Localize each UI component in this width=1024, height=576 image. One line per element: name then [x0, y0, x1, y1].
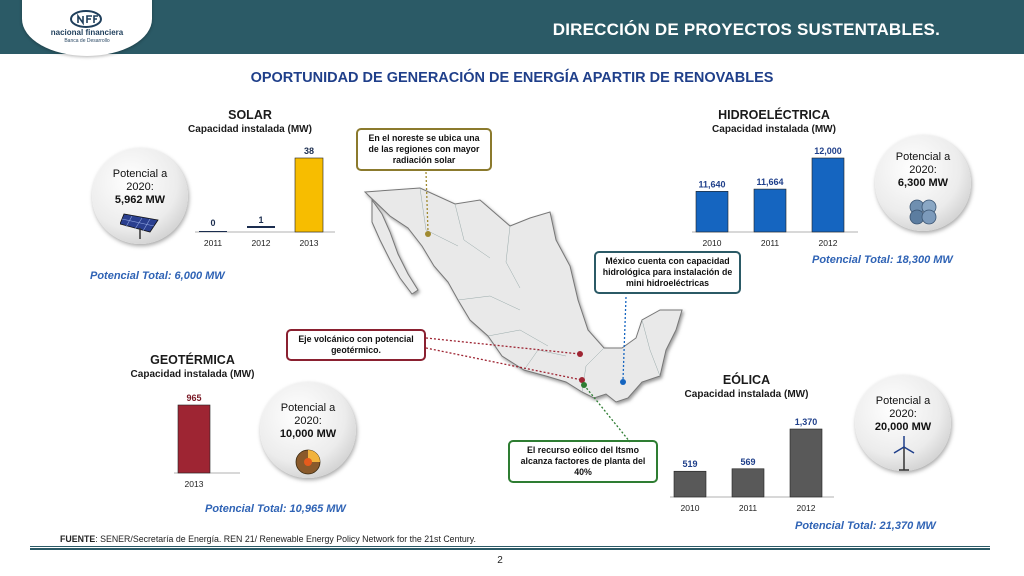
eolica-chart-subtitle: Capacidad instalada (MW) — [684, 389, 809, 400]
hidro-chart-title: HIDROELÉCTRICA — [718, 108, 830, 122]
logo-subtitle: Banca de Desarrollo — [64, 38, 110, 44]
hidro-data-label: 11,664 — [756, 177, 783, 187]
solar-panel-icon — [120, 213, 159, 239]
footer-divider — [30, 546, 990, 547]
geo-chart-subtitle: Capacidad instalada (MW) — [130, 369, 255, 380]
solar-title: SOLAR Capacidad instalada (MW) — [170, 108, 330, 135]
solar-bar-chart: 0 2011 1 2012 38 2013 — [195, 146, 335, 248]
source-label: FUENTE — [60, 534, 96, 544]
solar-potential-value: 5,962 MW — [114, 194, 166, 206]
eolica-data-label: 569 — [740, 457, 755, 467]
geo-chart-title: GEOTÉRMICA — [150, 353, 235, 367]
eolica-title: EÓLICA Capacidad instalada (MW) — [664, 373, 829, 400]
geo-bar-chart: 965 2013 — [174, 393, 240, 489]
eolica-callout: El recurso eólico del Itsmo alcanza fact… — [508, 440, 658, 483]
geo-bar — [177, 404, 211, 474]
eolica-bar — [673, 470, 707, 498]
page-header-title: DIRECCIÓN DE PROYECTOS SUSTENTABLES. — [552, 20, 940, 39]
eolica-data-label: 1,370 — [795, 417, 818, 427]
header-bar: nacional financiera Banca de Desarrollo … — [0, 0, 1024, 56]
water-drops-icon — [909, 199, 937, 225]
footer-divider-thick — [30, 548, 990, 550]
eolica-bar — [789, 428, 823, 498]
geo-data-label: 965 — [186, 393, 201, 403]
page-subtitle: OPORTUNIDAD DE GENERACIÓN DE ENERGÍA APA… — [250, 70, 774, 86]
solar-bar — [294, 157, 324, 233]
logo-name: nacional financiera — [50, 28, 124, 37]
eolica-total: Potencial Total: 21,370 MW — [795, 520, 936, 532]
eolica-data-label: 519 — [682, 459, 697, 469]
solar-tick-label: 2011 — [204, 238, 223, 248]
eolica-bar — [731, 468, 765, 498]
earth-core-icon — [295, 449, 321, 475]
geo-potential-circle: Potencial a 2020: 10,000 MW — [260, 382, 356, 478]
hidro-tick-label: 2010 — [703, 238, 722, 248]
mexico-map — [363, 187, 683, 403]
solar-data-label: 1 — [258, 215, 263, 225]
eolica-chart-title: EÓLICA — [722, 373, 771, 387]
solar-chart-title: SOLAR — [228, 108, 272, 122]
eolica-tick-label: 2011 — [739, 503, 758, 513]
geo-callout: Eje volcánico con potencial geotérmico. — [286, 329, 426, 361]
hidro-potential-circle: Potencial a 2020: 6,300 MW — [875, 135, 971, 231]
geo-title: GEOTÉRMICA Capacidad instalada (MW) — [115, 353, 270, 380]
geo-total: Potencial Total: 10,965 MW — [205, 503, 346, 515]
hidro-tick-label: 2012 — [819, 238, 838, 248]
hidro-bar — [753, 188, 787, 233]
logo: nacional financiera Banca de Desarrollo — [22, 0, 152, 56]
hidro-callout: México cuenta con capacidad hidrológica … — [594, 251, 741, 294]
hidro-title: HIDROELÉCTRICA Capacidad instalada (MW) — [694, 108, 854, 135]
solar-potential-circle: Potencial a 2020: 5,962 MW — [92, 148, 188, 244]
eolica-potential-value: 20,000 MW — [874, 421, 932, 433]
hidro-data-label: 12,000 — [814, 146, 842, 156]
solar-chart-subtitle: Capacidad instalada (MW) — [188, 124, 312, 135]
wind-turbine-icon — [893, 436, 915, 471]
eolica-potential-circle: Potencial a 2020: 20,000 MW — [855, 375, 951, 471]
geo-potential-value: 10,000 MW — [279, 428, 337, 440]
solar-bar — [199, 231, 227, 232]
hidro-tick-label: 2011 — [761, 238, 780, 248]
eolica-bar-chart: 519 2010 569 2011 1,370 2012 — [670, 417, 834, 513]
hidro-potential-value: 6,300 MW — [897, 177, 949, 189]
source-note: FUENTE: SENER/Secretaría de Energía. REN… — [60, 534, 476, 544]
solar-total: Potencial Total: 6,000 MW — [90, 270, 225, 282]
solar-data-label: 38 — [304, 146, 314, 156]
solar-potential-label: Potencial a 2020: — [112, 168, 168, 193]
page-number: 2 — [497, 555, 503, 566]
eolica-potential-label: Potencial a 2020: — [875, 395, 931, 420]
hidro-potential-label: Potencial a 2020: — [895, 151, 951, 176]
hidro-total: Potencial Total: 18,300 MW — [812, 254, 953, 266]
geo-tick-label: 2013 — [185, 479, 204, 489]
hidro-data-label: 11,640 — [698, 179, 725, 189]
solar-data-label: 0 — [210, 218, 215, 228]
hidro-chart-subtitle: Capacidad instalada (MW) — [712, 124, 836, 135]
source-text: : SENER/Secretaría de Energía. REN 21/ R… — [95, 534, 476, 544]
solar-tick-label: 2012 — [252, 238, 271, 248]
nafin-logo-icon — [70, 10, 102, 28]
eolica-tick-label: 2012 — [797, 503, 816, 513]
hidro-bar — [695, 190, 729, 233]
eolica-tick-label: 2010 — [681, 503, 700, 513]
solar-callout: En el noreste se ubica una de las region… — [356, 128, 492, 171]
geo-potential-label: Potencial a 2020: — [280, 402, 336, 427]
hidro-bar-chart: 11,640 2010 11,664 2011 12,000 2012 — [692, 146, 858, 248]
solar-tick-label: 2013 — [300, 238, 319, 248]
solar-bar — [247, 226, 275, 228]
hidro-bar — [811, 157, 845, 233]
